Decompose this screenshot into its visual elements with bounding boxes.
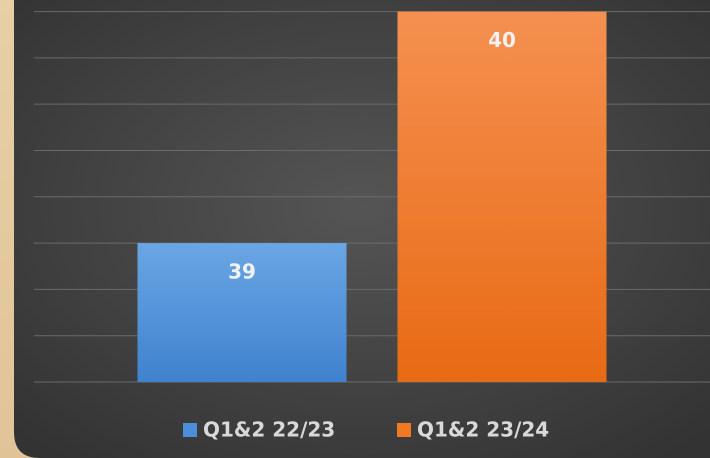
bar <box>397 11 607 383</box>
legend-label: Q1&2 23/24 <box>417 418 549 442</box>
value-label: 40 <box>488 28 516 52</box>
legend-swatch <box>183 423 197 437</box>
legend-label: Q1&2 22/23 <box>203 418 335 442</box>
legend-swatch <box>397 423 411 437</box>
value-label: 39 <box>228 260 256 284</box>
bar <box>137 243 347 382</box>
